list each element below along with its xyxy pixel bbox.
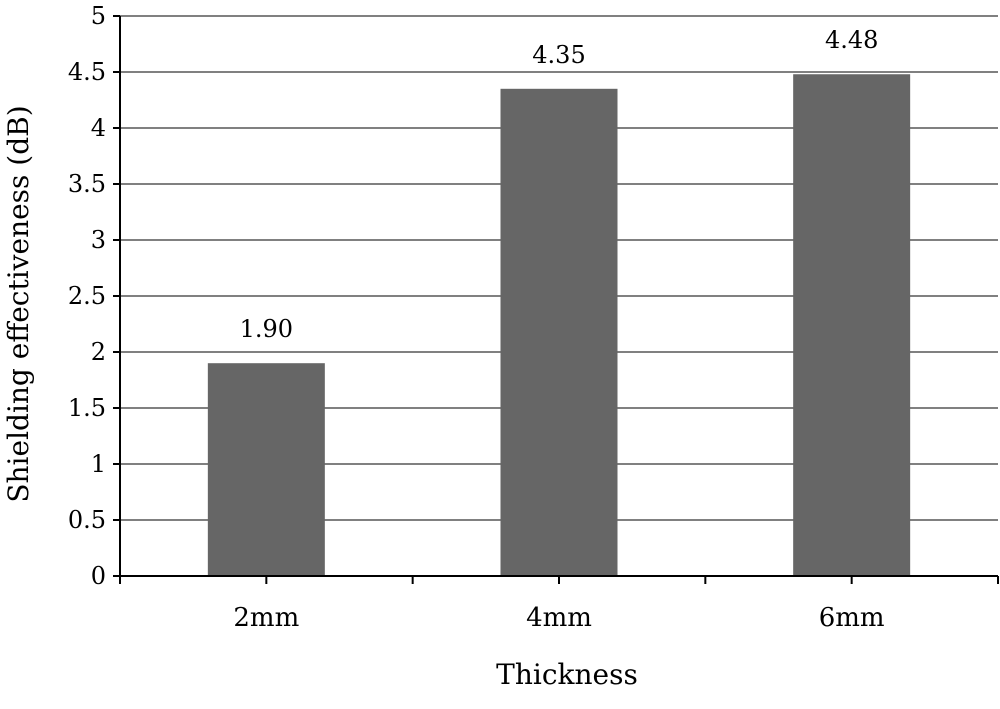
data-label: 4.48 — [825, 26, 878, 54]
bar — [793, 74, 911, 577]
y-tick-label: 0.5 — [68, 506, 106, 534]
x-axis-title: Thickness — [496, 658, 638, 691]
x-tick-label: 2mm — [233, 603, 299, 633]
y-tick-label: 2 — [91, 338, 106, 366]
y-tick-label: 5 — [91, 2, 106, 30]
bar — [207, 363, 325, 576]
x-tick-label: 4mm — [526, 603, 592, 633]
y-tick-label: 4 — [91, 114, 106, 142]
y-tick-label: 4.5 — [68, 58, 106, 86]
data-labels: 1.90 4.35 4.48 — [240, 26, 879, 343]
y-axis-title: Shielding effectiveness (dB) — [2, 105, 35, 502]
bars — [207, 74, 911, 577]
y-tick-label: 2.5 — [68, 282, 106, 310]
data-label: 4.35 — [532, 41, 585, 69]
data-label: 1.90 — [240, 315, 293, 343]
x-ticks: 2mm 4mm 6mm — [119, 576, 999, 633]
bar — [500, 88, 618, 577]
y-tick-label: 1.5 — [68, 394, 106, 422]
x-tick-label: 6mm — [819, 603, 885, 633]
y-tick-label: 3 — [91, 226, 106, 254]
y-ticks: 0 0.5 1 1.5 2 2.5 3 3.5 4 4.5 5 — [68, 2, 120, 590]
y-tick-label: 3.5 — [68, 170, 106, 198]
y-tick-label: 0 — [91, 562, 106, 590]
y-tick-label: 1 — [91, 450, 106, 478]
